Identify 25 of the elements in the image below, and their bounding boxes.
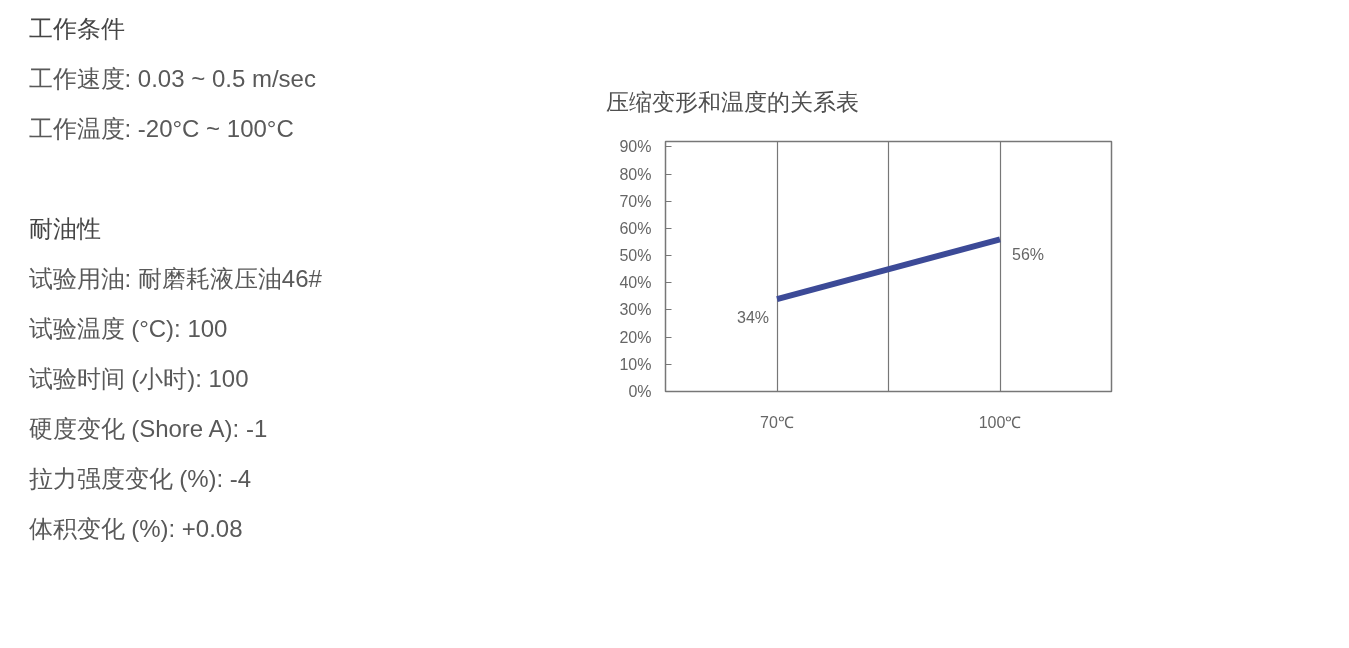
text: 试验温度 (°C): 100 bbox=[28, 315, 228, 342]
text: 工作条件 bbox=[28, 15, 125, 42]
y-tick-label: 20% bbox=[619, 328, 652, 346]
data-label: 34% bbox=[736, 308, 770, 326]
y-tick-label: 60% bbox=[619, 219, 652, 237]
y-tick-label: 90% bbox=[619, 138, 652, 156]
y-tick-label: 0% bbox=[628, 383, 652, 400]
y-tick-label: 70% bbox=[619, 192, 652, 210]
text: 试验用油: 耐磨耗液压油46# bbox=[28, 265, 323, 292]
y-tick-label: 80% bbox=[619, 165, 652, 183]
x-tick-label: 70℃ bbox=[760, 413, 794, 431]
x-tick-label: 100℃ bbox=[978, 413, 1022, 431]
y-tick-label: 50% bbox=[619, 247, 652, 265]
text: 耐油性 bbox=[28, 215, 101, 242]
text: 工作温度: -20°C ~ 100°C bbox=[28, 115, 294, 142]
text: 试验时间 (小时): 100 bbox=[28, 365, 249, 392]
data-label: 56% bbox=[1012, 245, 1045, 263]
y-tick-label: 40% bbox=[619, 274, 652, 292]
text: 工作速度: 0.03 ~ 0.5 m/sec bbox=[28, 65, 316, 92]
text: 硬度变化 (Shore A): -1 bbox=[28, 415, 268, 442]
text: 拉力强度变化 (%): -4 bbox=[28, 465, 252, 492]
text: 体积变化 (%): +0.08 bbox=[28, 515, 243, 542]
chart-title: 压缩变形和温度的关系表 bbox=[605, 89, 859, 115]
y-tick-label: 30% bbox=[619, 301, 652, 319]
y-tick-label: 10% bbox=[619, 355, 652, 373]
